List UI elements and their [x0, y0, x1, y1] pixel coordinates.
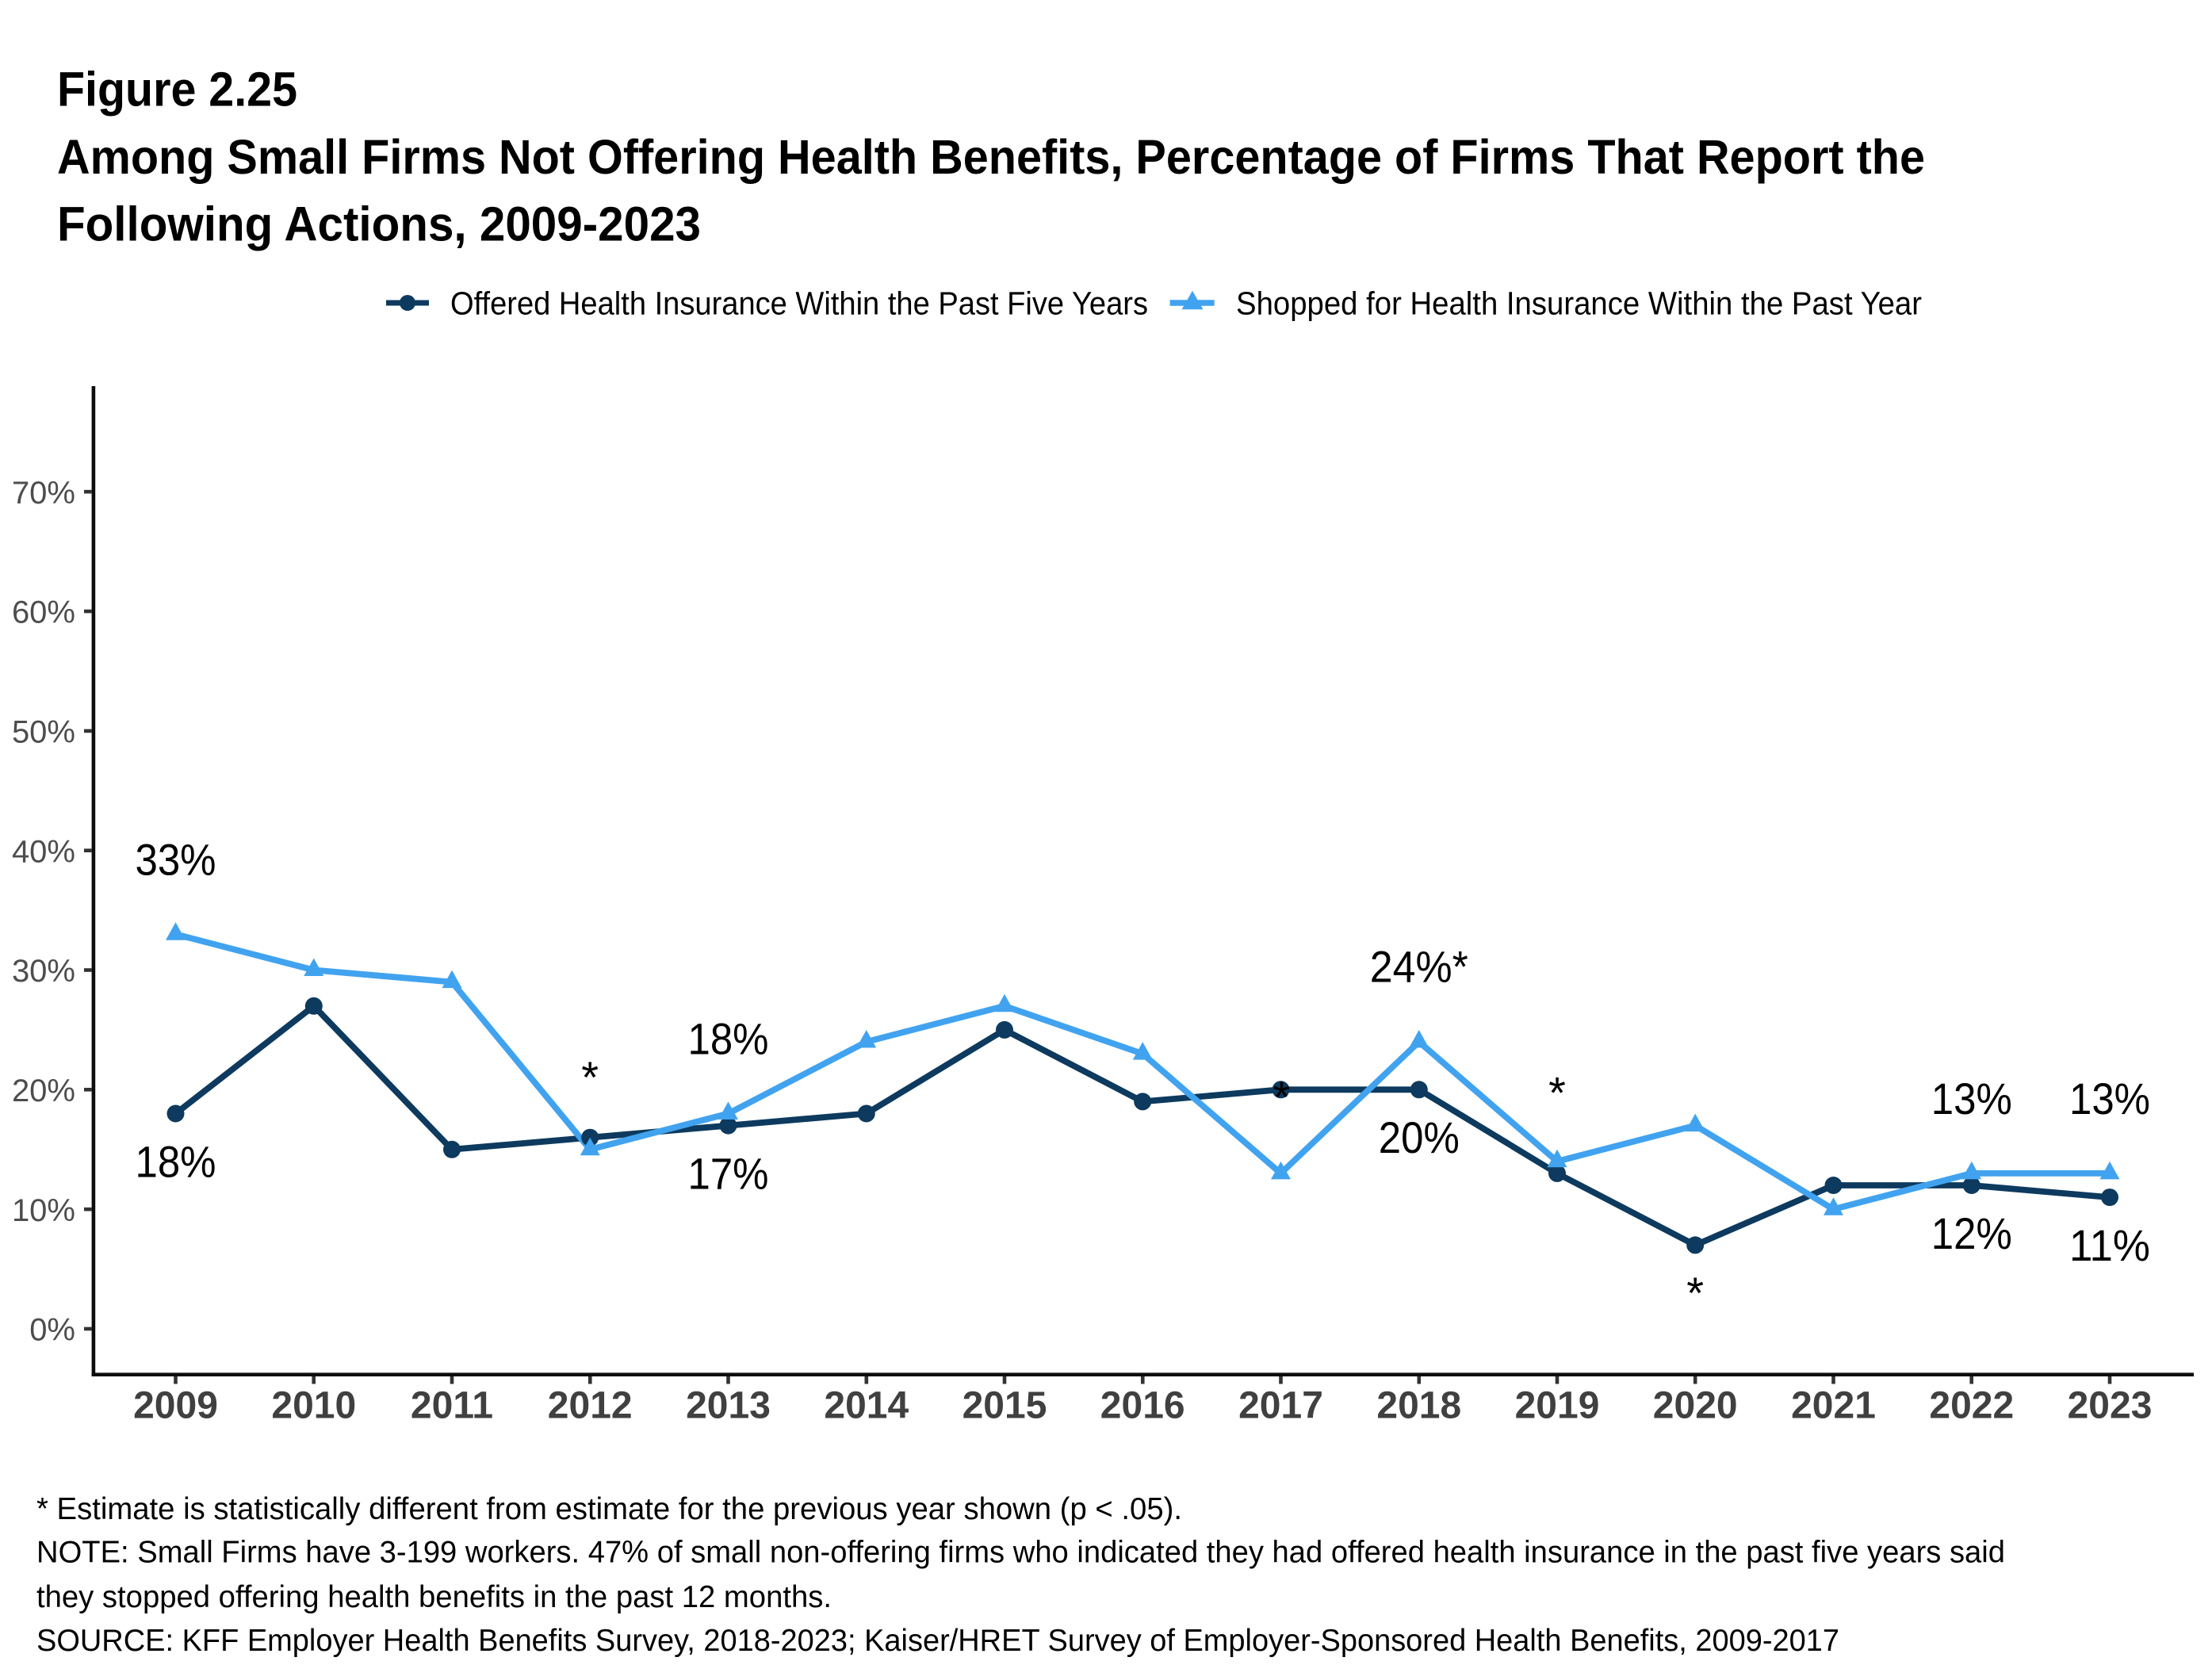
svg-text:2022: 2022	[1929, 1385, 2014, 1427]
svg-text:SOURCE: KFF Employer Health Be: SOURCE: KFF Employer Health Benefits Sur…	[36, 1624, 1839, 1658]
svg-text:18%: 18%	[688, 1014, 769, 1064]
svg-text:they stopped offering health b: they stopped offering health benefits in…	[36, 1580, 832, 1614]
svg-text:13%: 13%	[1931, 1074, 2012, 1123]
svg-text:70%: 70%	[12, 476, 75, 511]
svg-text:33%: 33%	[136, 834, 216, 884]
svg-text:40%: 40%	[12, 834, 75, 869]
svg-text:30%: 30%	[12, 954, 75, 989]
svg-text:Shopped for Health Insurance W: Shopped for Health Insurance Within the …	[1236, 285, 1922, 321]
svg-text:*: *	[581, 1052, 599, 1102]
svg-text:2020: 2020	[1653, 1385, 1738, 1427]
svg-text:20%: 20%	[12, 1074, 75, 1108]
svg-text:2023: 2023	[2068, 1385, 2153, 1427]
svg-text:50%: 50%	[12, 715, 75, 750]
svg-text:2013: 2013	[686, 1385, 771, 1427]
svg-text:12%: 12%	[1931, 1208, 2012, 1258]
svg-text:2009: 2009	[133, 1385, 218, 1427]
svg-text:2014: 2014	[824, 1385, 909, 1427]
svg-text:2011: 2011	[411, 1385, 493, 1427]
svg-text:NOTE: Small Firms have 3-199 w: NOTE: Small Firms have 3-199 workers. 47…	[36, 1536, 2005, 1570]
svg-text:2015: 2015	[962, 1385, 1047, 1427]
svg-text:11%: 11%	[2069, 1220, 2150, 1270]
svg-text:60%: 60%	[12, 595, 75, 630]
svg-text:2018: 2018	[1376, 1385, 1461, 1427]
svg-text:*: *	[1686, 1268, 1704, 1318]
svg-text:2019: 2019	[1515, 1385, 1600, 1427]
svg-text:2012: 2012	[548, 1385, 633, 1427]
svg-text:10%: 10%	[12, 1193, 75, 1228]
svg-text:18%: 18%	[136, 1137, 216, 1187]
svg-text:Figure 2.25: Figure 2.25	[57, 63, 297, 117]
svg-text:17%: 17%	[688, 1149, 769, 1199]
svg-text:24%*: 24%*	[1370, 941, 1468, 991]
svg-text:Among Small Firms Not Offering: Among Small Firms Not Offering Health Be…	[57, 130, 1925, 185]
svg-text:2016: 2016	[1100, 1385, 1185, 1427]
svg-text:2010: 2010	[271, 1385, 356, 1427]
svg-text:2021: 2021	[1791, 1385, 1876, 1427]
svg-text:13%: 13%	[2069, 1074, 2150, 1123]
svg-text:*: *	[1273, 1072, 1291, 1122]
svg-text:0%: 0%	[29, 1313, 75, 1348]
svg-text:2017: 2017	[1238, 1385, 1323, 1427]
svg-text:Following Actions, 2009-2023: Following Actions, 2009-2023	[57, 197, 701, 252]
svg-text:20%: 20%	[1379, 1112, 1460, 1162]
svg-text:Offered Health Insurance Withi: Offered Health Insurance Within the Past…	[450, 285, 1148, 321]
svg-text:* Estimate is statistically di: * Estimate is statistically different fr…	[36, 1492, 1182, 1526]
svg-text:*: *	[1548, 1068, 1566, 1118]
